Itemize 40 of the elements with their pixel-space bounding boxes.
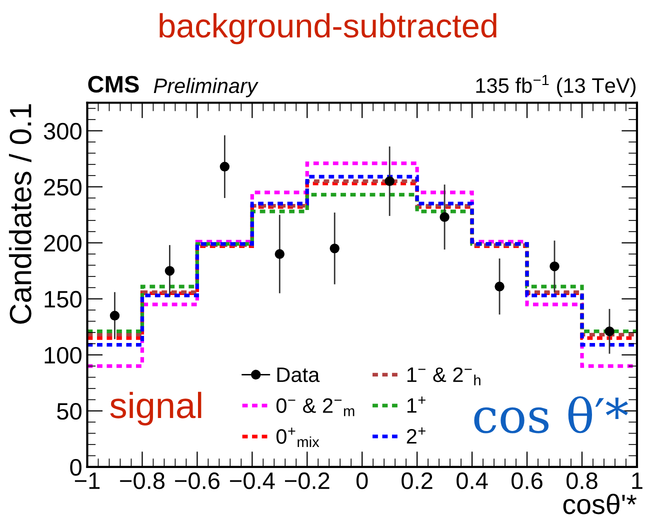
x-axis-title: cosθ'* xyxy=(563,494,637,514)
x-tick-label: 0 xyxy=(356,472,368,490)
point xyxy=(164,266,175,276)
x-tick-label: −0.8 xyxy=(120,472,164,490)
legend-label: 0$^{+}$$_{mix}$ xyxy=(276,428,320,448)
y-tick-label: 50 xyxy=(57,402,82,420)
point xyxy=(494,282,504,292)
x-tick-label: 1 xyxy=(632,472,642,489)
annotation: cos θ′* xyxy=(474,396,628,434)
point xyxy=(550,261,560,272)
point xyxy=(220,162,230,172)
text: Preliminary xyxy=(154,78,258,98)
y-tick-label: 200 xyxy=(44,234,82,252)
y-tick-label: 300 xyxy=(44,122,82,140)
annotation: signal xyxy=(110,392,202,426)
x-tick-label: 0.2 xyxy=(402,472,432,490)
legend-label: 0$^{−}$ & 2$^{−}$$_{m}$ xyxy=(276,398,354,416)
x-tick-label: 0.8 xyxy=(566,472,598,490)
legend-label: 1$^{−}$ & 2$^{−}$$_{h}$ xyxy=(407,367,480,386)
point xyxy=(384,176,394,186)
x-tick-label: 0.4 xyxy=(456,472,488,490)
chart-title: background-subtracted xyxy=(160,13,496,44)
y-axis-title: Candidates / 0.1 xyxy=(8,104,32,324)
point xyxy=(440,212,450,222)
y-tick-label: 250 xyxy=(44,178,82,196)
legend-label: Data xyxy=(277,368,320,382)
legend-label: 1$^{+}$ xyxy=(407,396,426,413)
x-tick-label: −0.6 xyxy=(175,472,220,490)
point xyxy=(604,326,614,336)
point xyxy=(110,310,120,321)
point xyxy=(330,244,340,254)
text: CMS xyxy=(88,76,139,93)
x-tick-label: 0.6 xyxy=(512,472,542,490)
y-tick-label: 150 xyxy=(44,290,82,308)
legend-label: 2$^{+}$ xyxy=(406,427,426,444)
y-tick-label: 100 xyxy=(44,346,82,364)
point xyxy=(274,249,285,259)
x-tick-label: −0.4 xyxy=(230,472,275,490)
text: 135 fb$^{−1}$ (13 TeV) xyxy=(476,75,636,98)
x-tick-label: −0.2 xyxy=(285,472,330,490)
